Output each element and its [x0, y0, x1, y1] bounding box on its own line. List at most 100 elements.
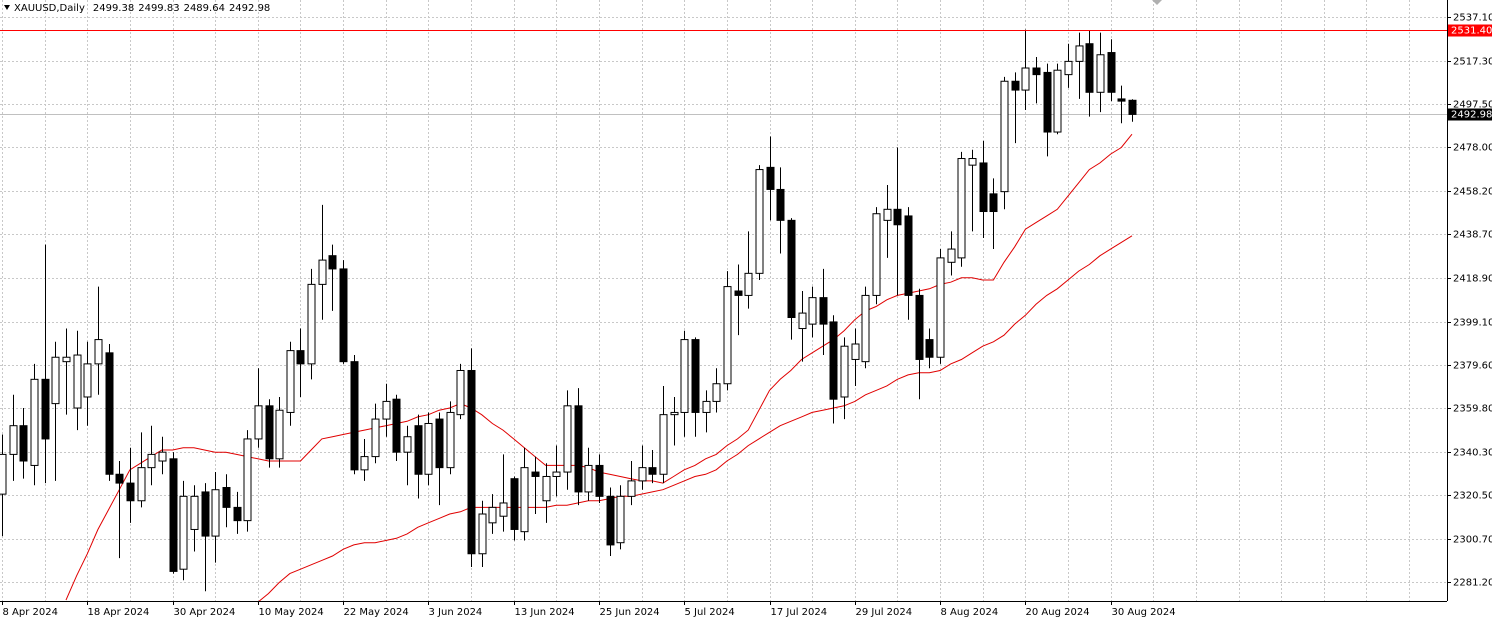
ohlc-close: 2492.98 [229, 3, 270, 14]
x-tick-label: 18 Apr 2024 [88, 607, 150, 618]
x-tick-label: 20 Aug 2024 [1026, 607, 1090, 618]
y-tick-label: 2458.20 [1453, 187, 1492, 198]
candle-body [574, 405, 583, 493]
y-tick-label: 2497.50 [1453, 100, 1492, 111]
candle-body [552, 471, 561, 477]
candle-body [979, 162, 988, 213]
symbol: XAUUSD,Daily [14, 3, 85, 14]
grid [0, 0, 1447, 601]
candle-body [169, 458, 178, 572]
candle-body [616, 495, 625, 544]
candle-body [371, 418, 380, 458]
candle-body [115, 473, 124, 484]
candle-body [531, 471, 540, 477]
x-tick-label: 8 Aug 2024 [941, 607, 999, 618]
candle-body [861, 294, 870, 363]
candle-body [222, 487, 231, 508]
candle-body [702, 400, 711, 413]
candle-body [435, 418, 444, 469]
candle-body [0, 453, 7, 495]
candle-body [1000, 80, 1009, 193]
candle-body [403, 436, 412, 453]
y-tick-label: 2281.20 [1453, 578, 1492, 589]
y-tick-label: 2418.90 [1453, 274, 1492, 285]
y-tick-label: 2517.30 [1453, 57, 1492, 68]
candle-body [1021, 67, 1030, 91]
candle-body [1032, 67, 1041, 76]
title-arrow [4, 5, 10, 10]
y-tick-label: 2438.70 [1453, 230, 1492, 241]
candle-body [265, 405, 274, 460]
candle-body [414, 425, 423, 475]
candle-body [1043, 71, 1052, 133]
candle-body [392, 398, 401, 453]
last-price-box [1448, 108, 1492, 121]
y-tick-label: 2320.50 [1453, 491, 1492, 502]
candle-body [595, 464, 604, 497]
candle-body [147, 453, 156, 469]
candle-body [1128, 99, 1137, 115]
candle-body [829, 321, 838, 400]
x-tick-label: 25 Jun 2024 [600, 607, 660, 618]
candle-body [755, 169, 764, 274]
moving-average-line [257, 235, 1133, 603]
candle-body [915, 294, 924, 360]
y-tick-label: 2478.00 [1453, 143, 1492, 154]
y-tick-label: 2379.60 [1453, 361, 1492, 372]
ohlc-high: 2499.83 [138, 3, 179, 14]
candle-body [488, 506, 497, 524]
candle-body [360, 456, 369, 471]
candle-body [957, 158, 966, 259]
candle-body [190, 495, 199, 530]
candle-body [520, 467, 529, 533]
x-tick-label: 10 May 2024 [259, 607, 324, 618]
candle-body [179, 495, 188, 570]
level-label: 2531.40 [1451, 26, 1492, 37]
candle-body [94, 339, 103, 365]
x-tick-label: 30 Apr 2024 [174, 607, 236, 618]
candle-body [883, 208, 892, 221]
candle-body [638, 467, 647, 482]
candle-body [925, 339, 934, 358]
candle-body [83, 363, 92, 398]
x-tick-label: 17 Jul 2024 [771, 607, 828, 618]
candle-body [989, 193, 998, 213]
candle-body [648, 467, 657, 475]
candle-body [744, 272, 753, 296]
last-price-label: 2492.98 [1451, 110, 1492, 121]
marks [0, 29, 1447, 603]
candle-body [872, 213, 881, 296]
candle-body [62, 356, 71, 363]
candle-body [776, 188, 785, 221]
level-label-box [1448, 24, 1492, 37]
candle-body [296, 350, 305, 365]
candle-body [339, 268, 348, 363]
y-tick-label: 2537.10 [1453, 13, 1492, 24]
x-tick-label: 3 Jun 2024 [429, 607, 483, 618]
candle-body [73, 354, 82, 409]
chart-title: XAUUSD,Daily 2499.38 2499.83 2489.64 2492.98 [14, 3, 270, 14]
candle-body [158, 451, 167, 462]
candle-body [318, 259, 327, 285]
candle-body [51, 356, 60, 405]
candle-body [478, 513, 487, 555]
candle-body [787, 219, 796, 319]
x-tick-label: 13 Jun 2024 [515, 607, 575, 618]
y-tick-label: 2340.30 [1453, 448, 1492, 459]
candle-body [510, 478, 519, 530]
candle-body [19, 425, 28, 462]
candle-body [819, 297, 828, 325]
candle-body [712, 383, 721, 402]
shift-marker [1152, 0, 1162, 5]
x-tick-label: 5 Jul 2024 [685, 607, 735, 618]
candle-body [328, 255, 337, 270]
candle-body [286, 350, 295, 413]
candle-body [126, 482, 135, 502]
candle-body [254, 405, 263, 440]
candle-body [105, 352, 114, 475]
candle-body [840, 345, 849, 398]
candle-body [808, 297, 817, 325]
candle-body [606, 495, 615, 546]
